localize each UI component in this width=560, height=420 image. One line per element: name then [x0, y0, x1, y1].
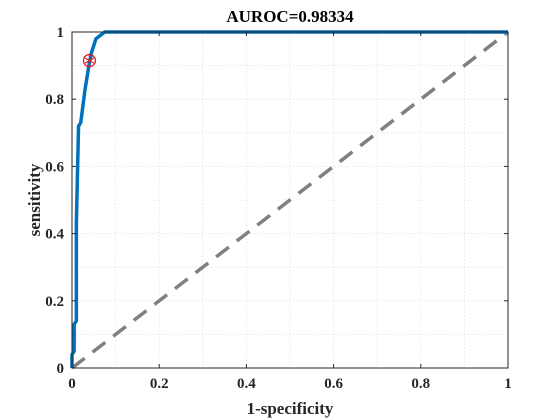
y-tick-label: 1 — [57, 25, 65, 41]
y-axis-label: sensitivity — [25, 163, 44, 236]
y-tick-label: 0.4 — [45, 227, 64, 243]
y-ticks: 0 0.2 0.4 0.6 0.8 1 — [45, 25, 508, 377]
x-axis-label: 1-specificity — [247, 399, 334, 418]
marker-asterisk-stroke — [84, 57, 95, 64]
y-tick-label: 0 — [57, 361, 65, 377]
chance-diagonal-line — [70, 30, 510, 370]
chart-title: AUROC=0.98334 — [226, 7, 354, 26]
chance-line-group — [70, 30, 510, 370]
x-tick-label: 0.8 — [411, 376, 430, 392]
x-tick-label: 1 — [504, 376, 512, 392]
x-ticks: 0 0.2 0.4 0.6 0.8 1 — [68, 32, 512, 392]
y-tick-label: 0.8 — [45, 92, 64, 108]
marker-circle — [82, 53, 97, 68]
operating-point-marker — [82, 53, 97, 68]
x-tick-label: 0.6 — [324, 376, 343, 392]
operating-point-group — [82, 53, 97, 68]
x-tick-label: 0.4 — [237, 376, 256, 392]
y-tick-label: 0.2 — [45, 294, 64, 310]
grid — [72, 32, 508, 368]
plot-frame — [71, 31, 509, 369]
y-tick-label: 0.6 — [45, 159, 64, 175]
x-tick-label: 0.2 — [150, 376, 169, 392]
x-tick-label: 0 — [68, 376, 76, 392]
